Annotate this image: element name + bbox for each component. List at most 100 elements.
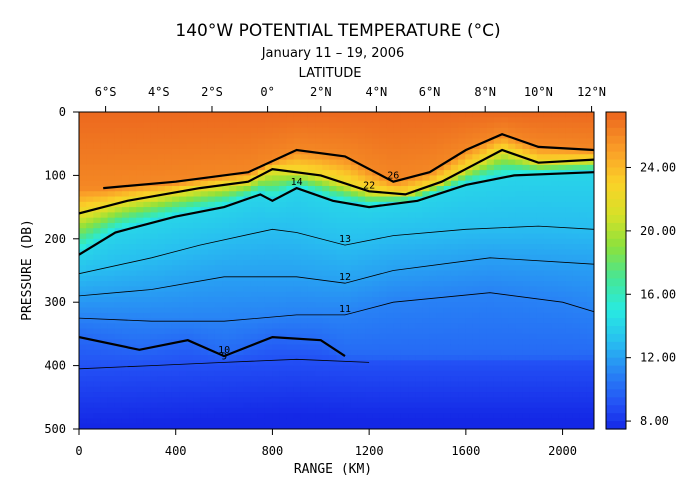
field-cell (365, 138, 373, 145)
field-cell (586, 344, 594, 351)
field-cell (193, 112, 202, 118)
field-cell (179, 185, 187, 192)
field-cell (400, 344, 409, 351)
field-cell (214, 127, 223, 134)
field-cell (372, 402, 381, 409)
field-cell (129, 397, 137, 404)
field-cell (522, 413, 531, 420)
field-cell (129, 127, 137, 134)
field-cell (501, 249, 509, 256)
field-cell (300, 143, 309, 150)
field-cell (164, 312, 173, 319)
field-cell (193, 217, 202, 224)
field-cell (365, 365, 373, 372)
field-cell (372, 397, 381, 404)
field-cell (422, 360, 431, 367)
field-cell (315, 318, 323, 324)
field-cell (393, 418, 402, 425)
field-cell (164, 180, 173, 187)
field-cell (436, 244, 445, 250)
field-cell (214, 360, 223, 367)
field-cell (222, 323, 230, 330)
field-cell (508, 307, 516, 314)
field-cell (393, 296, 402, 303)
field-cell (393, 217, 402, 224)
field-cell (307, 413, 316, 420)
field-cell (565, 318, 574, 324)
field-cell (229, 360, 237, 367)
colorbar-swatch (606, 333, 626, 343)
field-cell (579, 418, 588, 425)
field-cell (279, 133, 288, 140)
field-cell (543, 175, 552, 182)
field-cell (243, 201, 252, 208)
field-cell (386, 249, 395, 256)
field-cell (257, 296, 266, 303)
field-cell (400, 376, 409, 383)
field-cell (164, 270, 173, 277)
field-cell (200, 296, 209, 303)
field-cell (329, 270, 338, 277)
field-cell (529, 164, 538, 171)
field-cell (286, 133, 295, 140)
field-cell (443, 281, 452, 287)
field-cell (429, 207, 438, 213)
field-cell (443, 222, 452, 229)
field-cell (479, 392, 488, 398)
field-cell (200, 370, 209, 377)
field-cell (543, 423, 552, 429)
field-cell (143, 238, 152, 245)
field-cell (443, 307, 452, 314)
field-cell (522, 222, 531, 229)
field-cell (443, 127, 452, 134)
field-cell (100, 138, 109, 145)
field-cell (386, 407, 395, 414)
field-cell (307, 296, 316, 303)
field-cell (450, 159, 459, 166)
field-cell (229, 333, 237, 340)
field-cell (558, 423, 566, 429)
field-cell (86, 191, 94, 198)
field-cell (565, 249, 574, 256)
field-cell (543, 355, 552, 361)
field-cell (458, 413, 466, 420)
field-cell (379, 148, 388, 155)
field-cell (250, 154, 259, 161)
field-cell (186, 217, 195, 224)
field-cell (551, 133, 559, 140)
field-cell (372, 180, 381, 187)
field-cell (179, 259, 187, 266)
field-cell (222, 286, 230, 293)
field-cell (343, 217, 352, 224)
field-cell (300, 296, 309, 303)
field-cell (86, 249, 94, 256)
field-cell (586, 228, 594, 235)
field-cell (336, 196, 345, 203)
field-cell (551, 254, 559, 261)
field-cell (372, 333, 381, 340)
field-cell (465, 386, 473, 393)
field-cell (207, 323, 216, 330)
field-cell (386, 238, 395, 245)
field-cell (171, 154, 180, 161)
field-cell (501, 328, 509, 335)
field-cell (436, 196, 445, 203)
field-cell (79, 133, 87, 140)
field-cell (436, 212, 445, 219)
field-cell (443, 376, 452, 383)
field-cell (286, 270, 295, 277)
field-cell (465, 196, 473, 203)
field-cell (429, 413, 438, 420)
field-cell (293, 355, 302, 361)
field-cell (143, 355, 152, 361)
field-cell (179, 349, 187, 356)
colorbar-swatch (606, 262, 626, 272)
field-cell (315, 127, 323, 134)
field-cell (501, 423, 509, 429)
field-cell (150, 407, 159, 414)
field-cell (143, 217, 152, 224)
field-cell (322, 143, 330, 150)
field-cell (508, 222, 516, 229)
field-cell (350, 323, 359, 330)
field-cell (450, 217, 459, 224)
